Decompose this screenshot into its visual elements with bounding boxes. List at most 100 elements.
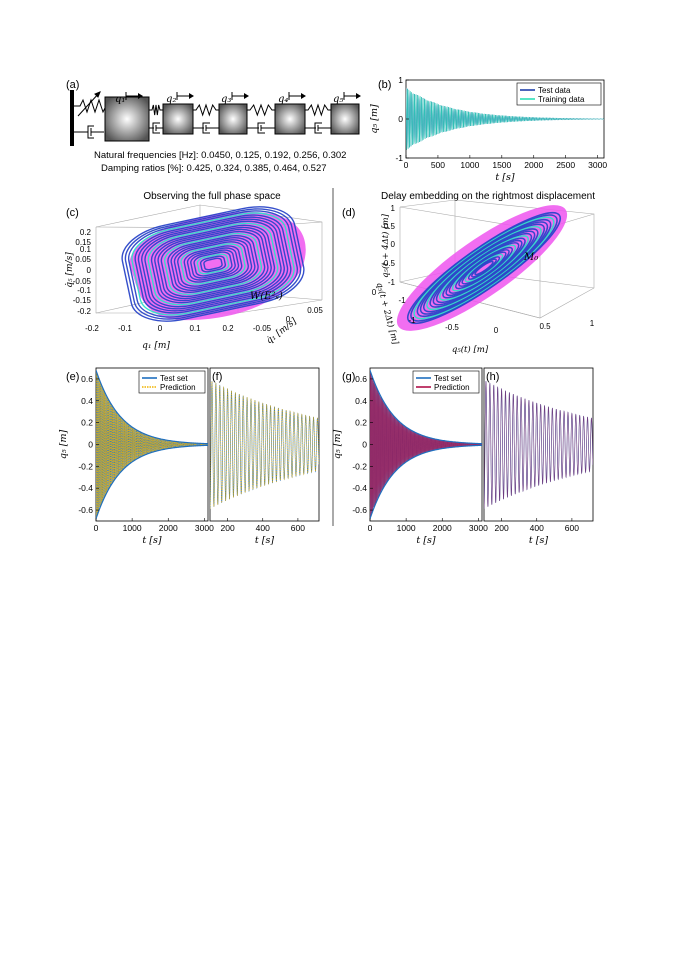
ylabel-b: q₅ [m]	[369, 104, 380, 134]
ytick-e-1: -0.4	[78, 483, 93, 493]
legend-label-e-2: Prediction	[160, 383, 196, 392]
mass-3	[218, 103, 248, 135]
mass-2	[162, 103, 194, 135]
trajectory-ring-c-0	[121, 206, 305, 322]
damper-4	[247, 122, 275, 134]
ztick-c-2: -0.1	[77, 286, 91, 295]
trajectory-ring-d-17	[461, 251, 507, 285]
legend-label-b-2: Training data	[538, 95, 585, 104]
xtick-d-1: -0.5	[445, 323, 459, 332]
chart-d: (d) M₀ -1 -0.5 0 0.5 1 -1 -0.5 0 0.5 1 -1 0 q₅(t) […	[342, 199, 595, 355]
trajectory-ring-c-20	[186, 247, 240, 281]
ytick-c-1: 0	[286, 315, 291, 324]
mass-4	[274, 103, 306, 135]
legend-label-g-2: Prediction	[434, 383, 470, 392]
chart-c: (c) W(E²ₛ) -0.2-0.15-0.1-0.0500.050.10.1…	[65, 204, 324, 351]
xtick-f-1: 400	[256, 523, 270, 533]
ytick-e-4: 0.2	[81, 418, 93, 428]
ztick-c-6: 0.1	[80, 245, 92, 254]
xtick-d-4: 1	[590, 319, 595, 328]
trajectory-ring-d-0	[407, 211, 561, 325]
ztick-c-8: 0.2	[80, 228, 92, 237]
legend-label-e-1: Test set	[160, 374, 188, 383]
ylabel-e: q₅ [m]	[58, 430, 69, 460]
section-title-left: Observing the full phase space	[143, 191, 281, 202]
xtick-b-3: 1500	[492, 160, 511, 170]
section-title-right: Delay embedding on the rightmost displac…	[381, 191, 595, 202]
ytick-g-2: -0.2	[352, 461, 367, 471]
xtick-g-2: 2000	[433, 523, 452, 533]
trajectory-ring-d-4	[419, 221, 549, 315]
ytick-b-1: 0	[398, 114, 403, 124]
ylabel-d: q₅(t + 2Δt) [m]	[374, 281, 401, 346]
chart-e: (e) 0 1000 2000 3000 -0.6 -0.4 -0.2 0 0.2 0.4 0.6 t …	[58, 367, 214, 546]
ytick-c-2: 0.05	[307, 306, 323, 315]
ztick-d-1: -0.5	[381, 259, 395, 268]
ytick-e-3: 0	[88, 440, 93, 450]
panel-label-g: (g)	[342, 371, 355, 383]
mass-chain: q₁ q₂ q₃ q₄ q₅	[104, 92, 361, 142]
trajectory-ring-d-6	[426, 225, 542, 311]
trajectory-ring-c-17	[177, 241, 249, 287]
trajectory-ring-d-3	[416, 218, 552, 318]
xtick-b-2: 1000	[460, 160, 479, 170]
trajectory-ring-c-23	[196, 253, 230, 275]
trajectory-ring-d-7	[429, 228, 539, 308]
damper-3	[193, 122, 219, 134]
xtick-c-0: -0.2	[85, 324, 99, 333]
series-f-2	[210, 381, 319, 509]
xlabel-f: t [s]	[255, 535, 274, 546]
trajectory-ring-c-2	[127, 210, 299, 318]
trajectory-ring-c-16	[173, 239, 253, 289]
ztick-c-7: 0.15	[75, 238, 91, 247]
trajectory-ring-c-1	[124, 208, 302, 320]
ztick-c-5: 0.05	[75, 255, 91, 264]
trajectory-ring-d-18	[464, 253, 504, 283]
wall	[70, 90, 74, 146]
xtick-f-2: 600	[291, 523, 305, 533]
xtick-e-2: 2000	[159, 523, 178, 533]
xtick-c-2: 0	[158, 324, 163, 333]
manifold-label-d: M₀	[523, 252, 538, 263]
dof-label-3: q₃	[221, 94, 231, 105]
trajectory-ring-d-15	[455, 246, 513, 290]
trajectory-ring-c-5	[137, 216, 289, 312]
manifold-label-c: W(E²ₛ)	[250, 291, 283, 302]
trajectory-ring-c-3	[131, 212, 295, 316]
panel-label-e: (e)	[66, 371, 79, 383]
xtick-b-4: 2000	[524, 160, 543, 170]
ztick-d-0: -1	[388, 278, 396, 287]
xtick-b-6: 3000	[588, 160, 607, 170]
ytick-g-3: 0	[362, 440, 367, 450]
trajectory-ring-c-10	[154, 226, 272, 302]
ztick-d-2: 0	[391, 240, 396, 249]
xtick-b-0: 0	[404, 160, 409, 170]
dof-label-1: q₁	[115, 94, 125, 105]
dof-label-5: q₅	[333, 94, 343, 105]
trajectory-ring-d-14	[451, 244, 517, 292]
xtick-h-1: 400	[530, 523, 544, 533]
damper-5	[305, 122, 331, 134]
ytick-g-6: 0.6	[355, 374, 367, 384]
series-h-2	[484, 381, 593, 509]
trajectory-d	[407, 211, 561, 325]
zlabel-d: q₅(t + 4Δt) [m]	[380, 213, 391, 277]
series-b-2	[406, 87, 604, 150]
series-e-2	[96, 370, 208, 518]
trajectory-ring-c-22	[193, 251, 233, 277]
ticks-d: -1 -0.5 0 0.5 1 -1 -0.5 0 0.5 1 -1 0	[372, 204, 595, 335]
dof-label-4: q₄	[278, 94, 288, 105]
xlabel-c: q₁ [m]	[142, 341, 170, 351]
ztick-c-3: -0.05	[73, 277, 92, 286]
spring-3	[193, 103, 219, 117]
trajectory-ring-c-11	[157, 228, 269, 300]
trajectory-ring-c-4	[134, 214, 292, 314]
ytick-g-4: 0.2	[355, 418, 367, 428]
chart-g: (g) 0 1000 2000 3000 -0.6 -0.4 -0.2 0 0.2 0.4 0.6 t …	[332, 367, 488, 546]
panel-label-d: (d)	[342, 207, 355, 219]
ytick-g-5: 0.4	[355, 396, 367, 406]
trajectory-ring-d-21	[474, 260, 494, 276]
spring-4	[247, 103, 275, 117]
